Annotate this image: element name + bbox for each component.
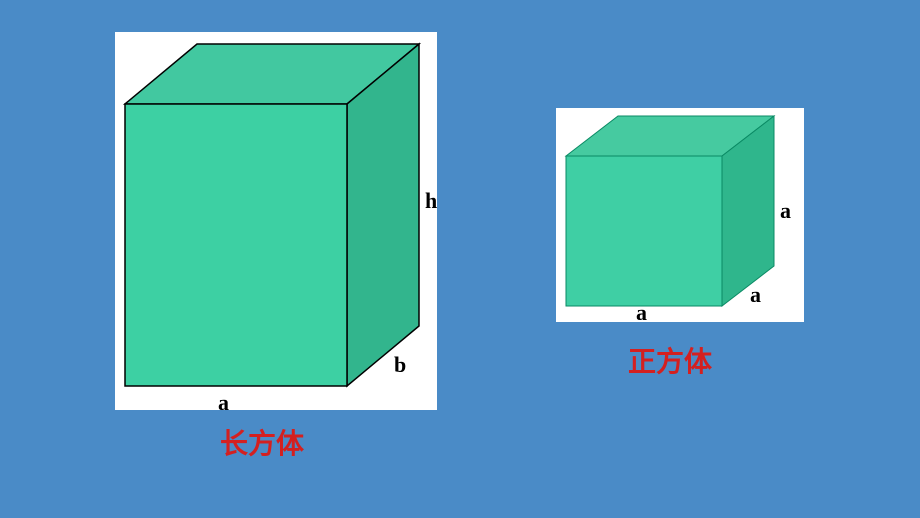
cuboid-caption: 长方体 xyxy=(220,422,304,462)
cube-panel xyxy=(556,108,804,322)
cuboid-label-h: h xyxy=(425,188,437,214)
cuboid-front-face xyxy=(125,104,347,386)
cube-front-face xyxy=(566,156,722,306)
cube-caption: 正方体 xyxy=(628,340,712,380)
cuboid-panel xyxy=(115,32,437,410)
cube-svg xyxy=(556,108,804,322)
cube-label-a-bottom: a xyxy=(636,300,647,326)
cuboid-side-face xyxy=(347,44,419,386)
cuboid-svg xyxy=(115,32,437,410)
cube-label-a-height: a xyxy=(780,198,791,224)
cuboid-label-a: a xyxy=(218,390,229,416)
cuboid-label-b: b xyxy=(394,352,406,378)
cube-label-a-depth: a xyxy=(750,282,761,308)
